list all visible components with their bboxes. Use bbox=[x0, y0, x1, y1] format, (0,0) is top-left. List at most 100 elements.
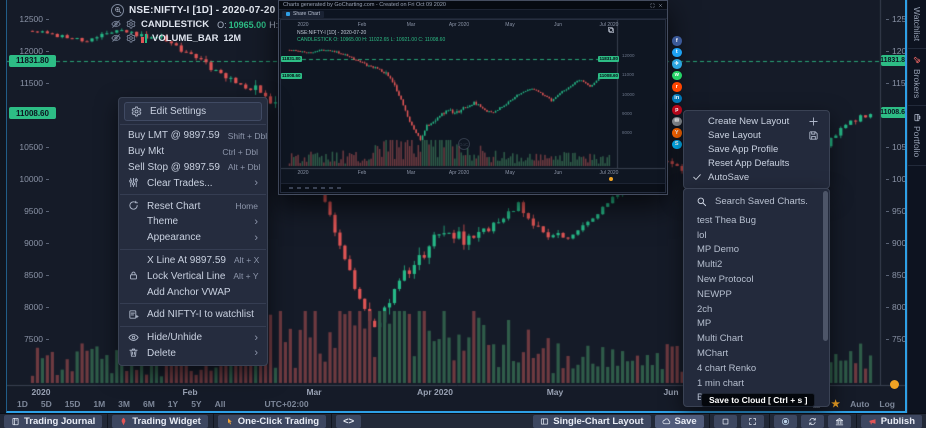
saved-chart-item[interactable]: MP Demo bbox=[697, 244, 740, 256]
toolbar-button[interactable]: <> bbox=[331, 413, 362, 428]
indicator-name[interactable]: VOLUME_BAR bbox=[152, 32, 219, 44]
toolbar-button[interactable]: Publish bbox=[855, 413, 922, 428]
context-menu-entry: Theme › bbox=[119, 214, 267, 230]
context-menu-item[interactable]: Appearance › bbox=[119, 230, 267, 246]
toolbar-button[interactable] bbox=[827, 414, 851, 428]
context-menu-item[interactable]: Buy LMT @ 9897.59 Shift + Dbl bbox=[119, 128, 267, 144]
context-menu-item[interactable]: Clear Trades... › bbox=[119, 175, 267, 191]
mini-time-label: 2020 bbox=[297, 170, 309, 176]
context-menu-entry: Delete › bbox=[119, 346, 267, 362]
timeframe-button[interactable]: 3M bbox=[118, 399, 130, 409]
indicator-name[interactable]: CANDLESTICK bbox=[141, 18, 210, 30]
toolbar-button[interactable] bbox=[800, 414, 824, 428]
side-tab[interactable]: Portfolio bbox=[908, 106, 926, 166]
share-icon-glyph: ✈ bbox=[674, 60, 680, 67]
saved-chart-item[interactable]: lol bbox=[697, 229, 707, 241]
toolbar-button[interactable]: Trading Journal bbox=[4, 414, 103, 428]
saved-chart-item[interactable]: 2ch bbox=[697, 303, 713, 315]
watermark-logo: GoC bbox=[457, 138, 470, 150]
share-icon[interactable]: w bbox=[672, 70, 682, 80]
toolbar-button[interactable] bbox=[708, 413, 737, 428]
saved-chart-item[interactable]: Multi Chart bbox=[697, 333, 743, 345]
timeframe-button[interactable]: 15D bbox=[64, 399, 81, 409]
search-saved-charts-input[interactable] bbox=[715, 196, 820, 207]
price-axis-label: 7500 bbox=[886, 334, 905, 344]
share-icon[interactable]: r bbox=[672, 82, 682, 92]
hide-eye-icon[interactable] bbox=[111, 33, 121, 43]
mini-chart-canvas bbox=[281, 20, 665, 192]
toolbar-button[interactable]: One-Click Trading bbox=[212, 413, 327, 428]
saved-chart-item[interactable]: 4 chart Renko bbox=[697, 362, 757, 374]
toolbar-button[interactable]: Single-Chart Layout bbox=[533, 414, 651, 428]
share-icon[interactable]: in bbox=[672, 93, 682, 103]
saved-chart-item[interactable]: MChart bbox=[697, 348, 729, 360]
price-axis-label: 10000 bbox=[886, 174, 905, 184]
context-menu-item[interactable]: Delete › bbox=[119, 346, 267, 362]
saved-chart-item[interactable]: New Protocol bbox=[697, 274, 754, 286]
context-menu-item[interactable]: Buy Mkt Ctrl + Dbl bbox=[119, 144, 267, 160]
auto-scale-toggle[interactable]: Auto bbox=[850, 399, 870, 409]
context-menu-item[interactable]: Reset Chart Home bbox=[119, 198, 267, 214]
settings-gear-icon[interactable] bbox=[126, 33, 136, 43]
favorite-star-icon[interactable]: ★ bbox=[831, 398, 841, 410]
menu-item-shortcut: Alt + Y bbox=[233, 271, 259, 282]
context-menu-item[interactable]: X Line At 9897.59 Alt + X bbox=[119, 253, 267, 269]
context-menu-item[interactable]: Theme › bbox=[119, 214, 267, 230]
layout-menu-item[interactable]: Reset App Defaults bbox=[684, 156, 829, 170]
toolbar-button[interactable] bbox=[768, 413, 797, 428]
side-tab[interactable]: Brokers bbox=[908, 49, 926, 107]
layout-menu-item[interactable]: Save Layout bbox=[684, 129, 829, 143]
share-icon[interactable]: S bbox=[672, 139, 682, 149]
copy-icon[interactable] bbox=[607, 26, 615, 34]
context-menu-item[interactable]: Add Anchor VWAP bbox=[119, 284, 267, 300]
saved-chart-item[interactable]: 1 min chart bbox=[697, 377, 744, 389]
toolbar-button[interactable]: Save bbox=[654, 414, 704, 428]
timeframe-button[interactable]: All bbox=[214, 399, 226, 409]
submenu-chevron-icon: › bbox=[254, 177, 258, 190]
share-icon[interactable]: t bbox=[672, 47, 682, 57]
close-icon[interactable] bbox=[658, 3, 663, 8]
context-menu-item[interactable]: Hide/Unhide › bbox=[119, 330, 267, 346]
scrollbar-thumb[interactable] bbox=[823, 191, 828, 341]
share-icon[interactable]: Y bbox=[672, 128, 682, 138]
saved-charts-panel: test Thea Bug lol MP Demo Multi2 New Protoco… bbox=[683, 188, 830, 407]
share-icon[interactable]: ✉ bbox=[672, 116, 682, 126]
timeframe-button[interactable]: 1M bbox=[93, 399, 106, 409]
menu-divider bbox=[120, 124, 266, 125]
context-menu-item[interactable]: Edit Settings bbox=[124, 102, 262, 121]
context-menu-item[interactable]: Add NIFTY-I to watchlist bbox=[119, 307, 267, 323]
timeframe-button[interactable]: 1Y bbox=[167, 399, 179, 409]
context-menu-item[interactable]: Sell Stop @ 9897.59 Alt + Dbl bbox=[119, 160, 267, 176]
share-chart-tab[interactable]: Share Chart bbox=[282, 10, 324, 18]
mini-notification-dot bbox=[609, 177, 613, 181]
timeframe-button[interactable]: 6M bbox=[142, 399, 155, 409]
settings-gear-icon[interactable] bbox=[126, 19, 136, 29]
context-menu-item[interactable]: Lock Vertical Line Alt + Y bbox=[119, 268, 267, 284]
saved-chart-item[interactable]: test Thea Bug bbox=[697, 214, 756, 226]
saved-chart-item[interactable]: MP bbox=[697, 318, 712, 330]
timezone-label[interactable]: UTC+02:00 bbox=[264, 399, 309, 409]
toolbar-button[interactable]: Trading Widget bbox=[107, 413, 208, 428]
chart-context-menu: Edit Settings Buy LMT @ 9897.59 Shift + … bbox=[118, 97, 268, 367]
notification-dot[interactable] bbox=[890, 380, 899, 389]
share-icon[interactable]: f bbox=[672, 36, 682, 46]
layout-menu-item[interactable]: Create New Layout bbox=[684, 115, 829, 129]
layout-menu-item[interactable]: Save App Profile bbox=[684, 143, 829, 157]
hide-eye-icon[interactable] bbox=[111, 19, 121, 29]
share-icon[interactable]: p bbox=[672, 105, 682, 115]
timeframe-button[interactable]: 5D bbox=[40, 399, 52, 409]
share-icon[interactable]: ✈ bbox=[672, 59, 682, 69]
price-axis-right-badges: 11831.80 11008.60 bbox=[880, 0, 905, 386]
side-tab[interactable]: Watchlist bbox=[908, 0, 926, 50]
saved-chart-item[interactable]: NEWPP bbox=[697, 288, 732, 300]
timeframe-button[interactable]: 1D bbox=[17, 399, 28, 409]
saved-chart-item[interactable]: Multi2 bbox=[697, 259, 723, 271]
expand-icon[interactable] bbox=[650, 3, 655, 8]
log-scale-toggle[interactable]: Log bbox=[879, 399, 895, 409]
zoom-search-icon[interactable] bbox=[111, 3, 124, 17]
share-icon-glyph: ✉ bbox=[674, 118, 680, 125]
toolbar-button[interactable] bbox=[740, 414, 764, 428]
timeframe-button[interactable]: 5Y bbox=[191, 399, 202, 409]
layout-menu-item[interactable]: AutoSave bbox=[684, 170, 829, 184]
symbol-title[interactable]: NSE:NIFTY-I [1D] - 2020-07-20 bbox=[129, 4, 276, 16]
